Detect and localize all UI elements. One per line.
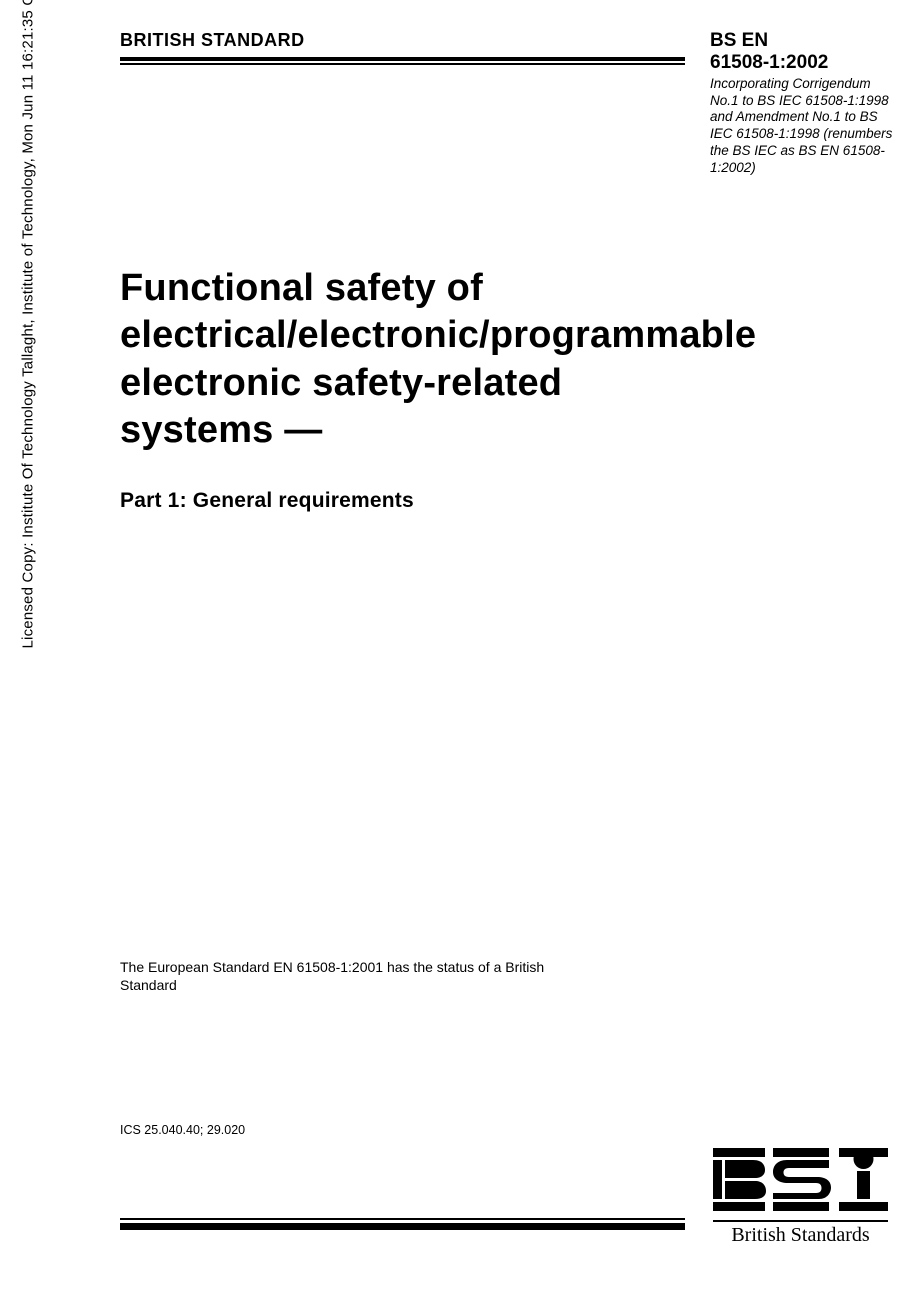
bsi-logo-icon-clean — [713, 1148, 888, 1211]
bsi-rule — [713, 1220, 888, 1222]
corrigendum-note: Incorporating Corrigendum No.1 to BS IEC… — [710, 76, 900, 177]
bsi-logo-block: British Standards — [713, 1148, 888, 1247]
status-note: The European Standard EN 61508-1:2001 ha… — [120, 958, 580, 994]
document-page: BRITISH STANDARD BS EN 61508-1:2002 Inco… — [120, 30, 900, 1290]
ics-code: ICS 25.040.40; 29.020 — [120, 1123, 245, 1137]
document-subtitle: Part 1: General requirements — [120, 489, 900, 513]
document-id: BS EN 61508-1:2002 Incorporating Corrige… — [710, 30, 900, 177]
doc-id-line1: BS EN — [710, 30, 768, 51]
document-title: Functional safety of electrical/electron… — [120, 265, 660, 455]
header-label: BRITISH STANDARD — [120, 30, 685, 51]
footer-rule — [120, 1218, 685, 1230]
header-rule — [120, 57, 685, 65]
doc-id-line2: 61508-1:2002 — [710, 52, 828, 73]
license-watermark: Licensed Copy: Institute Of Technology T… — [20, 0, 37, 649]
bsi-label: British Standards — [713, 1224, 888, 1247]
